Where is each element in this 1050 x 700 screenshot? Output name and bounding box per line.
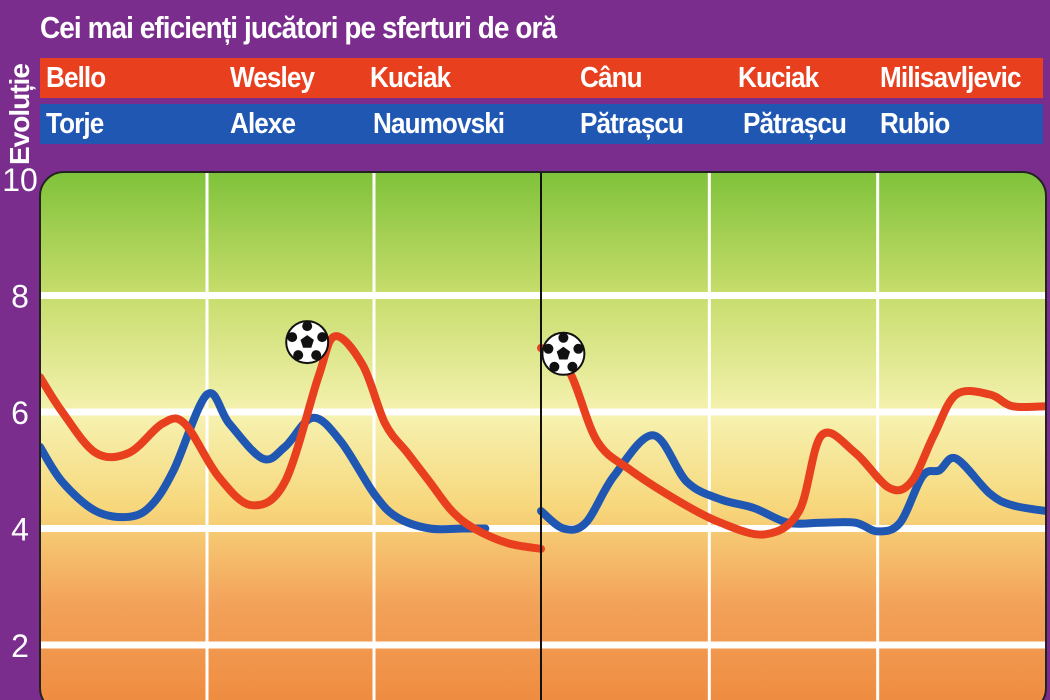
y-tick-label: 2: [11, 628, 29, 664]
bottom-player-6: Rubio: [880, 108, 950, 140]
ball-patch: [311, 350, 322, 361]
page-title: Cei mai eficienți jucători pe sferturi d…: [40, 10, 557, 45]
red-series-line-half-1: [40, 332, 545, 553]
top-player-3: Kuciak: [370, 62, 451, 94]
ball-patch: [556, 346, 571, 360]
ball-patch: [549, 361, 560, 372]
ball-patch: [302, 321, 313, 332]
ball-patch: [573, 343, 584, 354]
bottom-player-3: Naumovski: [373, 108, 505, 140]
ball-patch: [300, 335, 314, 348]
goal-ball-icon: [285, 320, 330, 365]
top-player-4: Cânu: [580, 62, 643, 94]
bottom-player-1: Torje: [46, 108, 104, 140]
blue-series-line-half-2: [537, 431, 1046, 536]
goal-ball-icon: [541, 331, 586, 376]
top-player-6: Milisavljevic: [880, 62, 1022, 94]
bottom-player-2: Alexe: [230, 108, 296, 140]
bottom-player-4: Pătrașcu: [580, 108, 684, 140]
ball-patch: [543, 343, 554, 354]
ball-patch: [287, 332, 298, 343]
top-player-2: Wesley: [230, 62, 315, 94]
y-tick-label: 8: [11, 279, 29, 315]
y-tick-label: 10: [2, 162, 38, 198]
plot-border: [39, 171, 1047, 700]
red-series-line-half-2: [537, 343, 1046, 539]
y-tick-label: 6: [11, 395, 29, 431]
y-tick-label: 4: [11, 512, 29, 548]
ball-patch: [558, 332, 569, 343]
plot-area: [40, 172, 1046, 700]
top-player-5: Kuciak: [738, 62, 819, 94]
ball-patch: [567, 361, 578, 372]
top-player-1: Bello: [46, 62, 106, 94]
ball-patch: [317, 332, 328, 343]
bottom-players-band: Torje Alexe Naumovski Pătrașcu Pătrașcu …: [40, 104, 1043, 144]
bottom-player-5: Pătrașcu: [743, 108, 847, 140]
top-players-band: Bello Wesley Kuciak Cânu Kuciak Milisavl…: [40, 58, 1043, 98]
blue-series-line-half-1: [40, 389, 490, 534]
ball-patch: [293, 350, 304, 361]
